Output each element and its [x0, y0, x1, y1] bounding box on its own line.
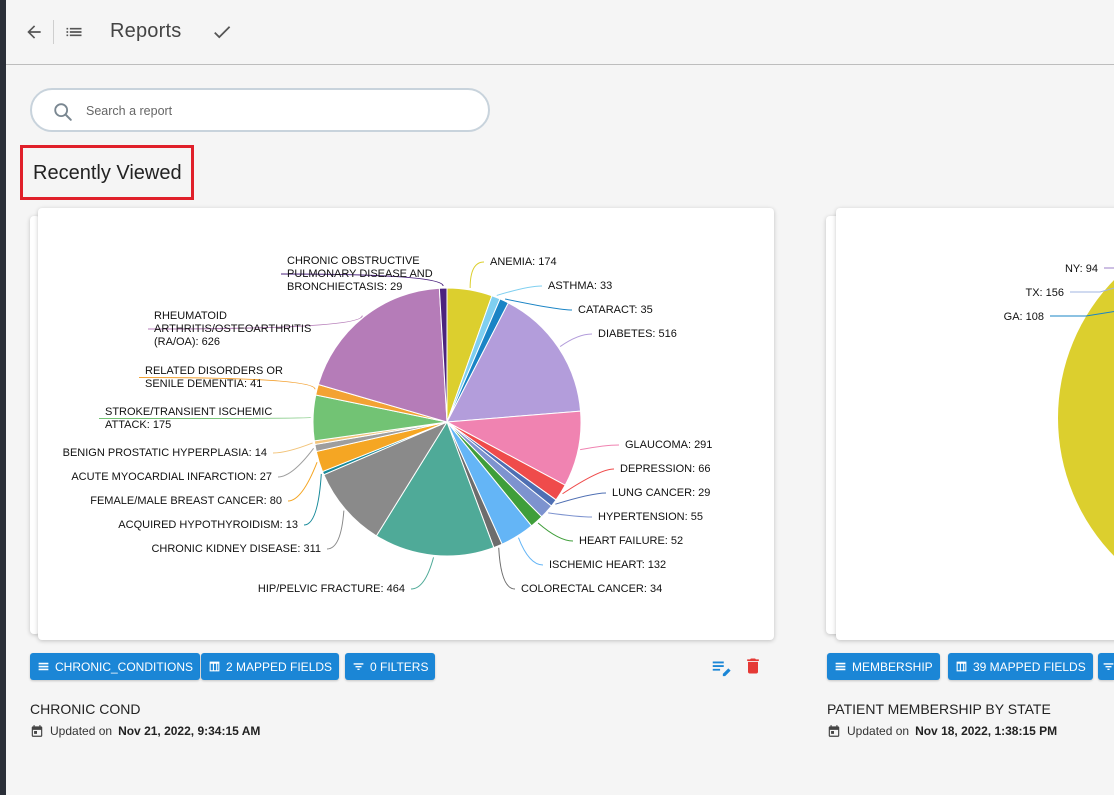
slice-label-tx: TX: 156 — [1025, 287, 1064, 299]
leader-line — [559, 333, 593, 347]
report-updated: Updated on Nov 21, 2022, 9:34:15 AM — [30, 724, 260, 738]
calendar-icon — [828, 725, 840, 737]
filter-icon — [353, 663, 364, 671]
dataset-chip[interactable]: CHRONIC_CONDITIONS — [30, 653, 201, 680]
slice-label-chronic-obstructive-pulmonary-disease-and-bronchiectasis: CHRONIC OBSTRUCTIVE PULMONARY DISEASE AND… — [287, 255, 433, 293]
pie-slice-dominant[interactable] — [1058, 220, 1114, 616]
pie-slice-diabetes[interactable] — [446, 302, 582, 423]
slice-label-benign-prostatic-hyperplasia: BENIGN PROSTATIC HYPERPLASIA: 14 — [63, 447, 267, 459]
leader-line — [469, 261, 485, 288]
report-card-patient-membership[interactable]: NY: 94 TX: 156 GA: 108 — [836, 208, 1114, 640]
report-updated: Updated on Nov 18, 2022, 1:38:15 PM — [827, 724, 1057, 738]
page-title: Reports — [110, 20, 182, 42]
leader-line — [562, 468, 615, 495]
slice-label-ga: GA: 108 — [1004, 311, 1044, 323]
slice-label-anemia: ANEMIA: 174 — [490, 256, 557, 268]
report-card-chronic-cond[interactable]: ANEMIA: 174 ASTHMA: 33 CATARACT: 35 DIABETE… — [38, 208, 774, 640]
filters-chip[interactable]: 0 FILTERS — [345, 653, 436, 680]
leader-line — [280, 273, 444, 287]
mapped-fields-chip[interactable]: 2 MAPPED FIELDS — [201, 653, 340, 680]
leader-line — [548, 512, 593, 518]
leader-line — [98, 417, 312, 419]
pie-slice-rheumatoid-arthritis-osteoarthritis-ra-oa[interactable] — [317, 287, 448, 423]
slice-label-glaucoma: GLAUCOMA: 291 — [625, 439, 712, 451]
leader-line — [287, 462, 318, 502]
slice-label-lung-cancer: LUNG CANCER: 29 — [612, 487, 710, 499]
slice-label-female-male-breast-cancer: FEMALE/MALE BREAST CANCER: 80 — [90, 495, 282, 507]
leader-line — [555, 492, 607, 505]
section-title: Recently Viewed — [33, 162, 182, 184]
slice-label-ischemic-heart: ISCHEMIC HEART: 132 — [549, 559, 666, 571]
leader-line — [277, 448, 314, 478]
top-bar: Reports — [6, 0, 1114, 65]
leader-line — [537, 522, 574, 542]
table-icon — [209, 661, 220, 672]
slice-label-chronic-kidney-disease: CHRONIC KIDNEY DISEASE: 311 — [151, 543, 321, 555]
slice-label-stroke-transient-ischemic-attack: STROKE/TRANSIENT ISCHEMIC ATTACK: 175 — [105, 406, 272, 431]
report-name[interactable]: CHRONIC COND — [30, 701, 141, 717]
leader-line — [1050, 311, 1114, 317]
slice-label-hip-pelvic-fracture: HIP/PELVIC FRACTURE: 464 — [258, 583, 405, 595]
list-icon — [835, 662, 846, 671]
leader-line — [326, 510, 345, 550]
leader-line — [272, 442, 313, 454]
delete-icon[interactable] — [742, 655, 764, 677]
slice-label-cataract: CATARACT: 35 — [578, 304, 653, 316]
leader-line — [504, 298, 573, 311]
check-icon[interactable] — [210, 20, 234, 44]
slice-label-depression: DEPRESSION: 66 — [620, 463, 710, 475]
leader-line — [147, 315, 363, 330]
slice-label-rheumatoid-arthritis-osteoarthritis-ra-oa: RHEUMATOID ARTHRITIS/OSTEOARTHRITIS (RA/OA… — [154, 310, 311, 348]
filters-chip[interactable] — [1098, 653, 1114, 680]
slice-label-related-disorders-or-senile-dementia: RELATED DISORDERS OR SENILE DEMENTIA: 41 — [145, 365, 283, 390]
slice-label-acquired-hypothyroidism: ACQUIRED HYPOTHYROIDISM: 13 — [118, 519, 298, 531]
leader-line — [498, 547, 516, 590]
search-input[interactable] — [84, 99, 468, 123]
pie-slice-hip-pelvic-fracture[interactable] — [375, 420, 495, 557]
list-icon[interactable] — [62, 20, 86, 44]
recently-viewed-highlight: Recently Viewed — [20, 145, 194, 200]
filter-icon — [1103, 663, 1114, 671]
calendar-icon — [31, 725, 43, 737]
pie-slice-chronic-obstructive-pulmonary-disease-and-bronchiectasis[interactable] — [438, 287, 448, 423]
slice-label-ny: NY: 94 — [1065, 263, 1098, 275]
report-name[interactable]: PATIENT MEMBERSHIP BY STATE — [827, 701, 1051, 717]
leader-line — [1070, 287, 1114, 293]
pie-chart: ANEMIA: 174 ASTHMA: 33 CATARACT: 35 DIABETE… — [63, 255, 713, 595]
slice-label-hypertension: HYPERTENSION: 55 — [598, 511, 703, 523]
leader-line — [303, 473, 322, 526]
slice-label-acute-myocardial-infarction: ACUTE MYOCARDIAL INFARCTION: 27 — [71, 471, 272, 483]
slice-label-colorectal-cancer: COLORECTAL CANCER: 34 — [521, 583, 662, 595]
leader-line — [1104, 267, 1114, 269]
back-arrow-icon[interactable] — [22, 20, 46, 44]
slice-label-heart-failure: HEART FAILURE: 52 — [579, 535, 683, 547]
window-edge — [0, 0, 6, 795]
slice-label-diabetes: DIABETES: 516 — [598, 328, 677, 340]
toolbar-divider — [53, 20, 54, 44]
leader-line — [580, 444, 620, 451]
leader-line — [496, 285, 543, 296]
card-stack-shadow — [30, 216, 40, 634]
leader-line — [517, 537, 544, 566]
leader-line — [138, 377, 316, 390]
edit-list-icon[interactable] — [710, 656, 732, 678]
slice-label-asthma: ASTHMA: 33 — [548, 280, 612, 292]
leader-line — [410, 557, 435, 590]
pie-slice-chronic-kidney-disease[interactable] — [323, 420, 449, 537]
dataset-chip[interactable]: MEMBERSHIP — [827, 653, 940, 680]
table-icon — [956, 661, 967, 672]
search-icon — [52, 101, 74, 123]
list-icon — [38, 662, 49, 671]
mapped-fields-chip[interactable]: 39 MAPPED FIELDS — [948, 653, 1093, 680]
search-box — [30, 88, 490, 132]
